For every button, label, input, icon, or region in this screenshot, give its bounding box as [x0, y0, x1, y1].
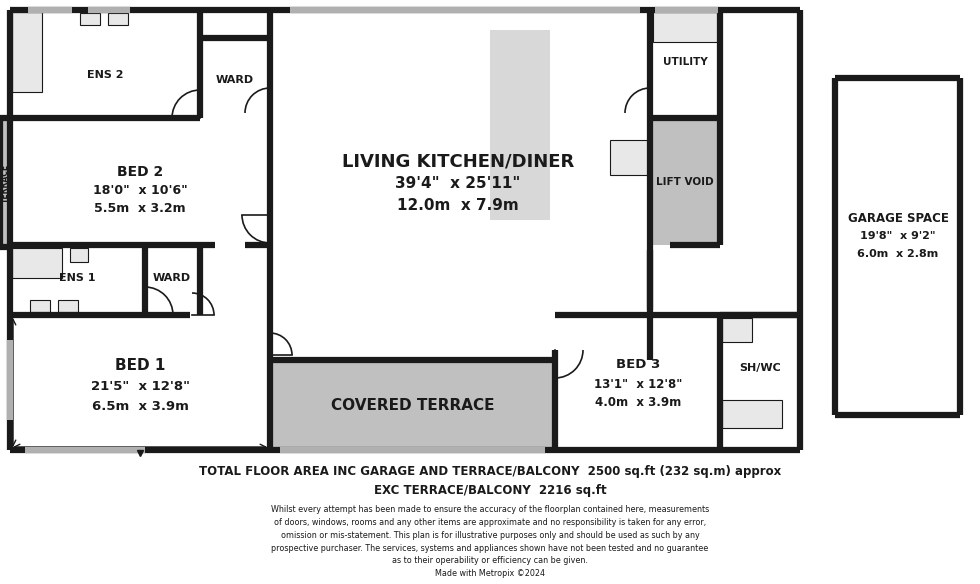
Text: LIVING KITCHEN/DINER: LIVING KITCHEN/DINER: [342, 153, 574, 171]
Bar: [30, 300, 50, 312]
Bar: [12, 248, 62, 278]
Bar: [10, 10, 200, 118]
Bar: [650, 118, 720, 245]
Text: TERRACE: TERRACE: [1, 164, 10, 203]
Bar: [0, 118, 10, 247]
Bar: [108, 13, 128, 25]
Text: SH/WC: SH/WC: [739, 363, 781, 373]
Bar: [555, 315, 720, 450]
Text: 19'8"  x 9'2": 19'8" x 9'2": [860, 231, 936, 241]
Bar: [10, 315, 270, 450]
Bar: [270, 10, 650, 360]
Bar: [650, 10, 720, 118]
Bar: [270, 360, 555, 450]
Text: 39'4"  x 25'11": 39'4" x 25'11": [395, 176, 520, 192]
Bar: [145, 245, 200, 315]
Bar: [722, 400, 782, 428]
Text: WARD: WARD: [153, 273, 191, 283]
Bar: [200, 38, 270, 118]
Text: TOTAL FLOOR AREA INC GARAGE AND TERRACE/BALCONY  2500 sq.ft (232 sq.m) approx: TOTAL FLOOR AREA INC GARAGE AND TERRACE/…: [199, 465, 781, 478]
Text: 18'0"  x 10'6": 18'0" x 10'6": [93, 185, 187, 197]
Bar: [722, 318, 752, 342]
Text: EXC TERRACE/BALCONY  2216 sq.ft: EXC TERRACE/BALCONY 2216 sq.ft: [373, 484, 607, 497]
Bar: [490, 30, 550, 220]
Text: 13'1"  x 12'8": 13'1" x 12'8": [594, 378, 682, 391]
Bar: [835, 78, 960, 415]
Text: ENS 2: ENS 2: [87, 70, 123, 80]
Bar: [58, 300, 78, 312]
Text: COVERED TERRACE: COVERED TERRACE: [331, 398, 495, 412]
Text: GARAGE SPACE: GARAGE SPACE: [848, 211, 949, 224]
Bar: [10, 118, 270, 245]
Bar: [12, 12, 42, 92]
Bar: [10, 245, 145, 315]
Text: 21'5"  x 12'8": 21'5" x 12'8": [90, 380, 189, 392]
Text: ENS 1: ENS 1: [59, 273, 95, 283]
Text: Whilst every attempt has been made to ensure the accuracy of the floorplan conta: Whilst every attempt has been made to en…: [270, 505, 710, 578]
Text: BED 2: BED 2: [117, 165, 163, 179]
Bar: [70, 248, 88, 262]
Text: 5.5m  x 3.2m: 5.5m x 3.2m: [94, 203, 186, 215]
Bar: [80, 13, 100, 25]
Text: BED 3: BED 3: [615, 359, 661, 371]
Bar: [653, 12, 718, 42]
Text: LIFT VOID: LIFT VOID: [657, 177, 713, 187]
Bar: [720, 315, 800, 450]
Text: UTILITY: UTILITY: [662, 57, 708, 67]
Text: 12.0m  x 7.9m: 12.0m x 7.9m: [397, 197, 518, 213]
Text: 6.0m  x 2.8m: 6.0m x 2.8m: [858, 249, 939, 259]
Text: WARD: WARD: [216, 75, 254, 85]
Text: 4.0m  x 3.9m: 4.0m x 3.9m: [595, 397, 681, 409]
Bar: [610, 140, 648, 175]
Text: 6.5m  x 3.9m: 6.5m x 3.9m: [91, 399, 188, 412]
Text: BED 1: BED 1: [115, 357, 166, 373]
Bar: [200, 10, 270, 38]
